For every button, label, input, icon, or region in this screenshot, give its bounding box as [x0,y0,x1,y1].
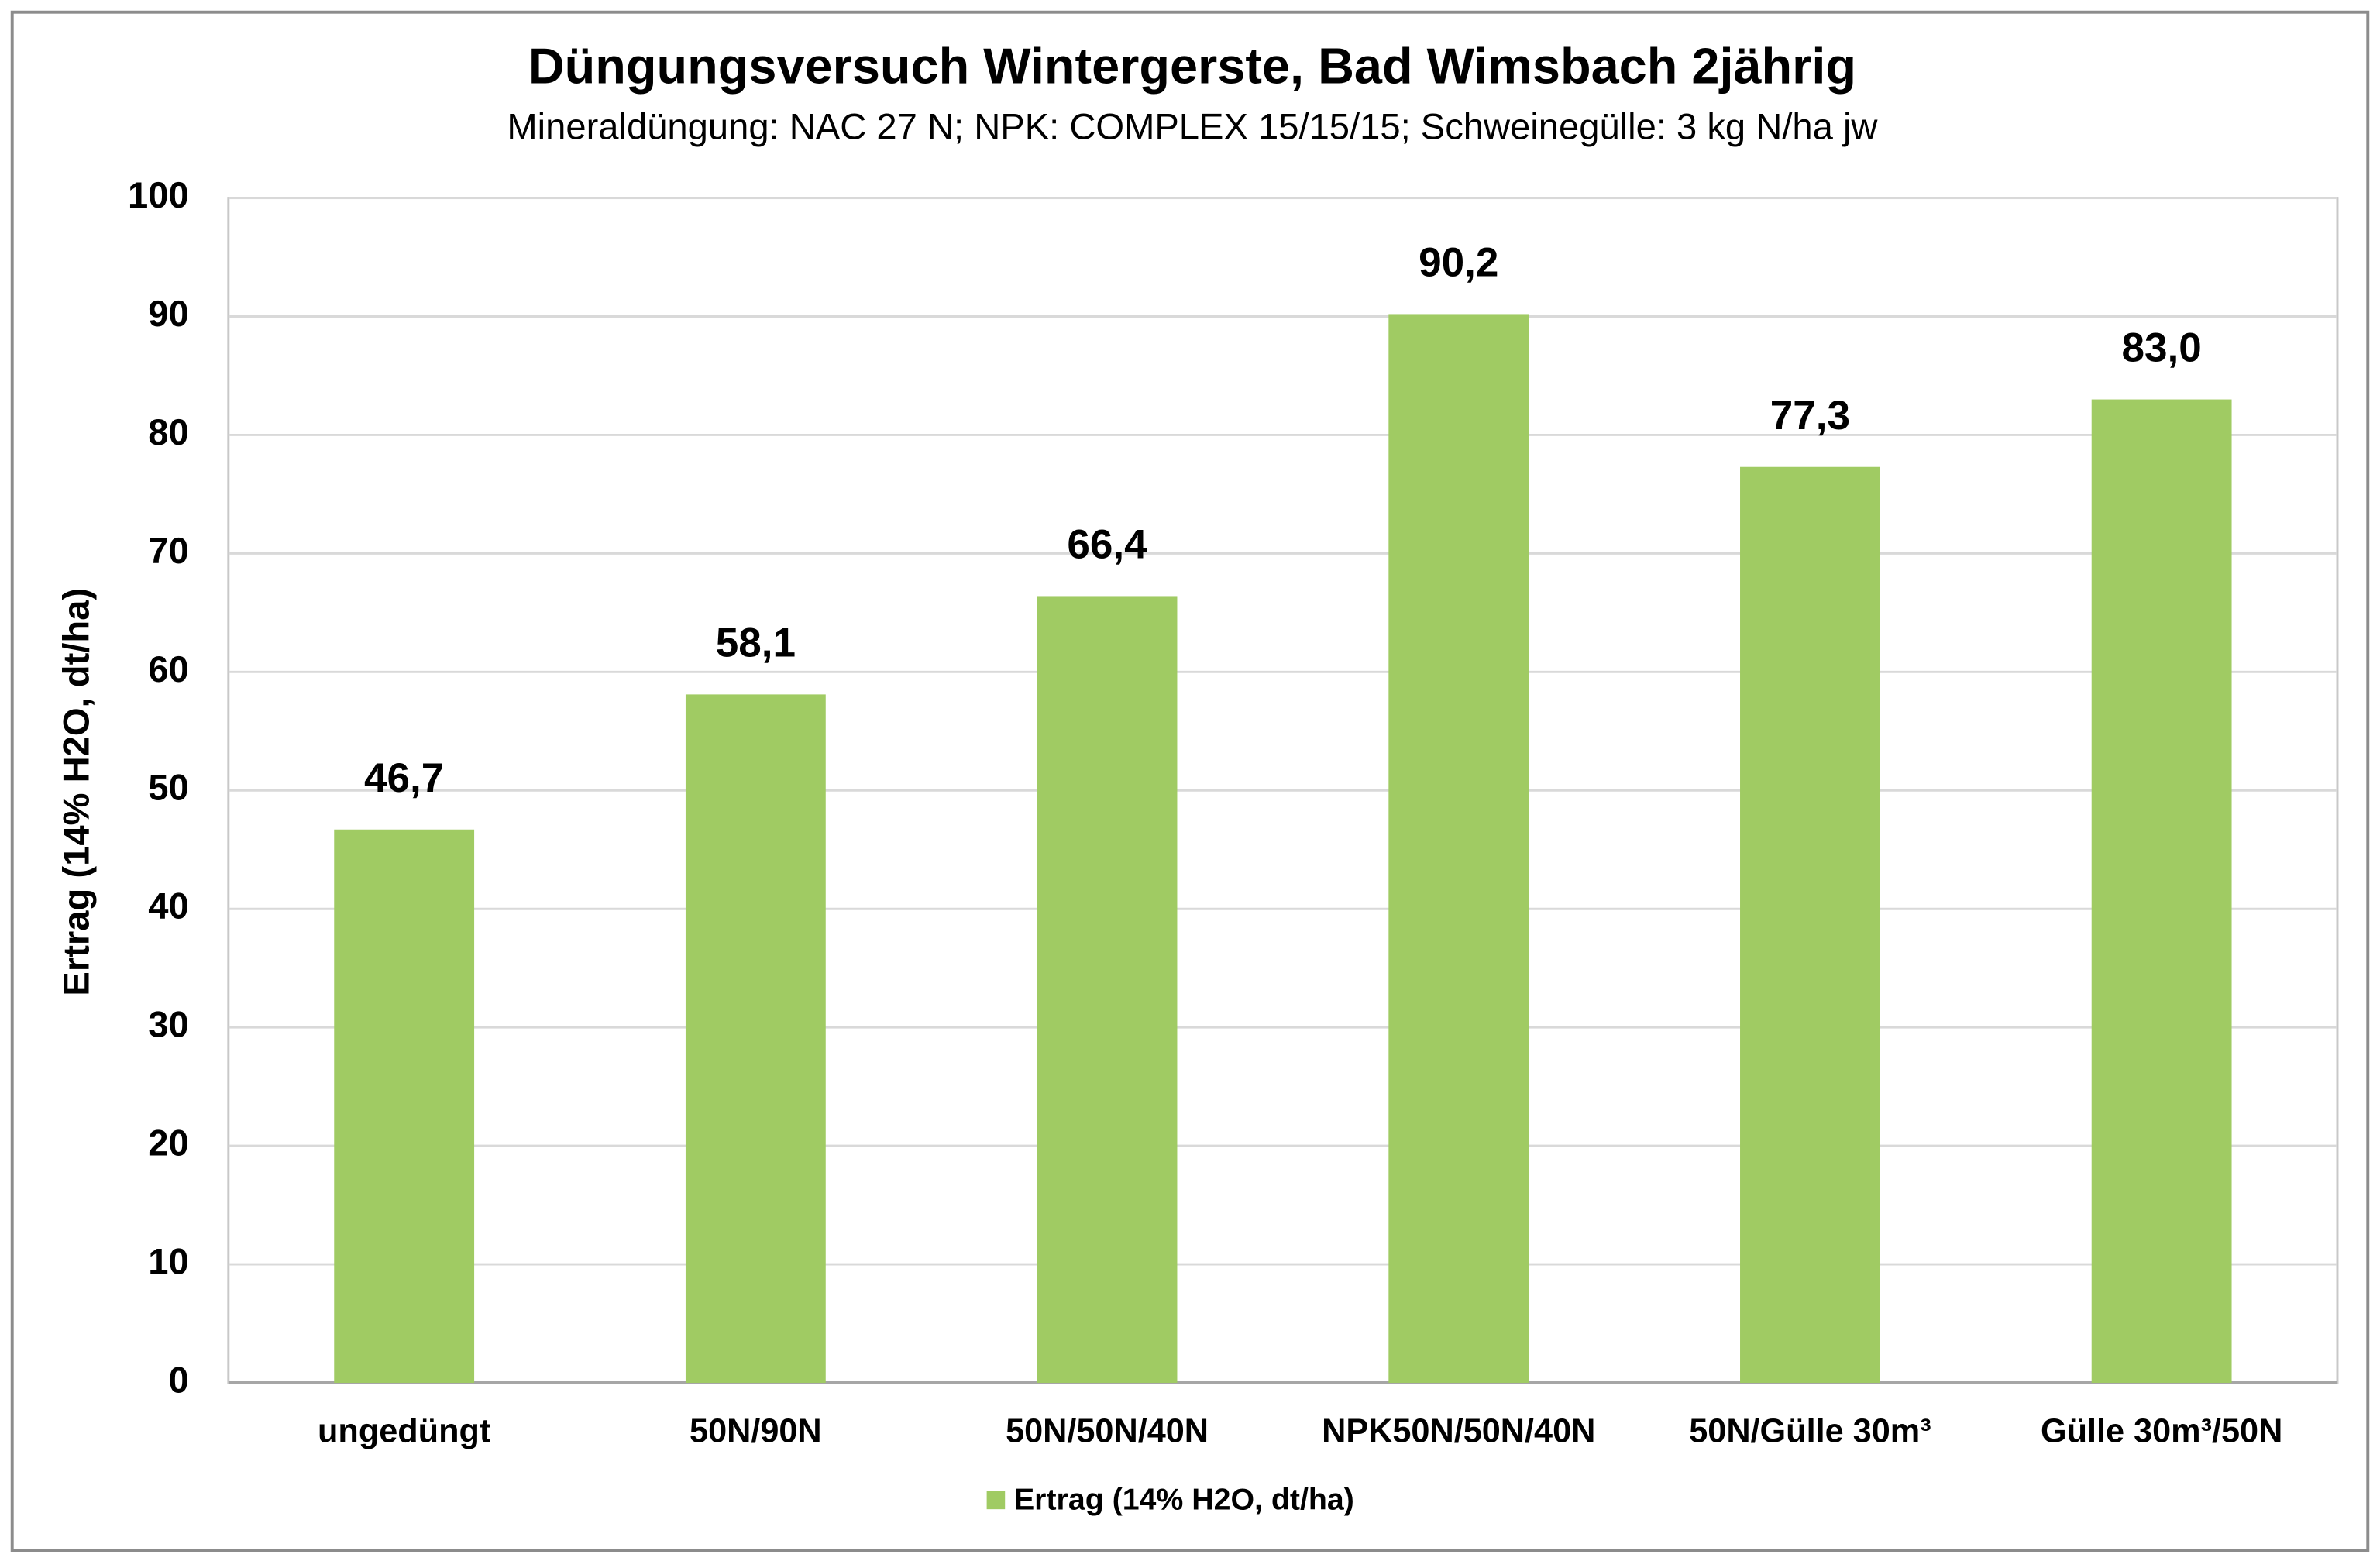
y-tick-label: 80 [148,411,188,452]
legend-label: Ertrag (14% H2O, dt/ha) [1014,1483,1354,1517]
y-tick-label: 100 [128,174,189,215]
value-label: 46,7 [364,755,444,801]
bar [1388,314,1529,1383]
x-tick-label: 50N/50N/40N [1006,1412,1209,1449]
y-tick-label: 40 [148,885,188,927]
chart-subtitle: Mineraldüngung: NAC 27 N; NPK: COMPLEX 1… [507,106,1878,147]
y-tick-label: 10 [148,1241,188,1282]
x-tick-label: 50N/90N [690,1412,822,1449]
value-label: 77,3 [1770,393,1850,438]
value-label: 83,0 [2121,325,2201,371]
bar [1037,596,1178,1383]
value-label: 90,2 [1419,240,1498,286]
legend-swatch [986,1491,1006,1510]
y-tick-label: 70 [148,530,188,571]
bar [2091,399,2232,1383]
bar [685,694,826,1383]
y-tick-label: 20 [148,1123,188,1164]
y-tick-label: 60 [148,648,188,689]
x-tick-label: Gülle 30m³/50N [2041,1412,2282,1449]
y-tick-label: 50 [148,767,188,808]
y-tick-label: 0 [168,1359,188,1400]
bar [334,829,475,1383]
bar [1740,466,1880,1383]
y-axis-title: Ertrag (14% H2O, dt/ha) [56,588,97,996]
y-tick-label: 90 [148,293,188,334]
x-tick-label: 50N/Gülle 30m³ [1689,1412,1931,1449]
y-tick-label: 30 [148,1004,188,1045]
x-tick-label: NPK50N/50N/40N [1322,1412,1595,1449]
value-label: 66,4 [1067,522,1147,568]
chart-title: Düngungsversuch Wintergerste, Bad Wimsba… [528,38,1856,95]
value-label: 58,1 [716,620,796,665]
x-tick-label: ungedüngt [318,1412,490,1449]
